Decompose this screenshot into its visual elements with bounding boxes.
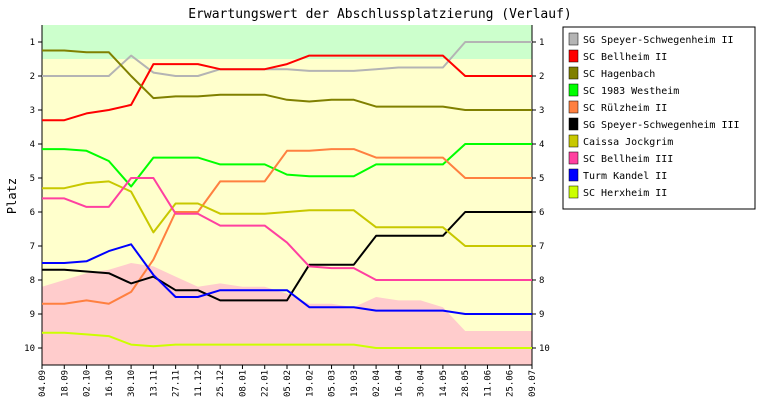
legend-swatch-1 <box>568 49 579 63</box>
y-tick-label-left-7: 7 <box>30 242 35 252</box>
x-tick-label-15: 02.04 <box>372 370 382 397</box>
x-tick-label-12: 19.02 <box>305 370 315 397</box>
legend-swatch-9 <box>568 185 579 199</box>
y-tick-label-right-4: 4 <box>539 140 544 150</box>
y-tick-label-left-5: 5 <box>30 174 35 184</box>
y-tick-label-left-3: 3 <box>30 106 35 116</box>
x-tick-label-9: 08.01 <box>238 370 248 397</box>
y-tick-label-left-2: 2 <box>30 72 35 82</box>
series-line-0 <box>42 41 532 77</box>
x-tick-label-22: 09.07 <box>528 370 538 397</box>
y-tick-label-right-6: 6 <box>539 208 544 218</box>
x-tick-label-5: 13.11 <box>149 370 159 397</box>
y-tick-label-right-2: 2 <box>539 72 544 82</box>
legend-label-9: SC Herxheim II <box>583 188 667 199</box>
series-line-2 <box>42 49 532 111</box>
series-line-4 <box>42 148 532 305</box>
legend-swatch-0 <box>568 32 579 46</box>
x-tick-label-10: 22.01 <box>261 370 271 397</box>
legend-label-3: SC 1983 Westheim <box>583 86 679 97</box>
x-tick-label-4: 30.10 <box>127 370 137 397</box>
series-line-5 <box>42 211 532 302</box>
y-tick-label-left-9: 9 <box>30 310 35 320</box>
x-tick-label-14: 19.03 <box>350 370 360 397</box>
legend-swatch-7 <box>568 151 579 165</box>
y-tick-label-right-8: 8 <box>539 276 544 286</box>
x-tick-label-7: 11.12 <box>194 370 204 397</box>
y-tick-label-right-7: 7 <box>539 242 544 252</box>
y-axis-label: Platz <box>5 178 19 214</box>
x-tick-label-21: 25.06 <box>506 370 516 397</box>
legend-swatch-5 <box>568 117 579 131</box>
legend-swatch-6 <box>568 134 579 148</box>
legend-label-5: SG Speyer-Schwegenheim III <box>583 120 740 131</box>
x-tick-label-16: 16.04 <box>394 370 404 397</box>
legend-box <box>562 26 756 210</box>
series-line-9 <box>42 331 532 349</box>
x-tick-label-0: 04.09 <box>38 370 48 397</box>
series-line-3 <box>42 143 532 188</box>
legend-label-4: SC Rülzheim II <box>583 103 667 114</box>
legend-label-6: Caissa Jockgrim <box>583 137 673 148</box>
y-tick-label-right-9: 9 <box>539 310 544 320</box>
y-tick-label-left-6: 6 <box>30 208 35 218</box>
series-line-8 <box>42 243 532 315</box>
legend-label-0: SG Speyer-Schwegenheim II <box>583 35 734 46</box>
x-tick-label-18: 14.05 <box>439 370 449 397</box>
y-tick-label-right-3: 3 <box>539 106 544 116</box>
x-tick-label-1: 18.09 <box>60 370 70 397</box>
legend-label-2: SC Hagenbach <box>583 69 655 80</box>
y-tick-label-left-8: 8 <box>30 276 35 286</box>
zone-band-0 <box>42 25 532 59</box>
chart-title: Erwartungswert der Abschlussplatzierung … <box>188 7 572 22</box>
legend-swatch-2 <box>568 66 579 80</box>
x-tick-label-13: 05.03 <box>328 370 338 397</box>
bottom-area <box>42 263 532 365</box>
legend-label-1: SC Bellheim II <box>583 52 667 63</box>
x-tick-label-17: 30.04 <box>417 370 427 397</box>
x-tick-label-2: 02.10 <box>83 370 93 397</box>
series-line-1 <box>42 54 532 122</box>
plot-area: 1 1 2 2 3 3 4 4 5 5 6 6 7 7 8 8 9 9 10 10 04.09 18.09 02.10 16.… <box>24 25 550 397</box>
y-tick-label-right-5: 5 <box>539 174 544 184</box>
legend-label-7: SC Bellheim III <box>583 154 673 165</box>
legend-swatch-8 <box>568 168 579 182</box>
legend: SG Speyer-Schwegenheim II SC Bellheim II S… <box>562 26 756 210</box>
y-tick-label-left-10: 10 <box>24 344 35 354</box>
y-tick-label-left-1: 1 <box>30 38 35 48</box>
x-tick-label-8: 25.12 <box>216 370 226 397</box>
y-tick-label-right-1: 1 <box>539 38 544 48</box>
series-line-7 <box>42 177 532 281</box>
legend-swatch-3 <box>568 83 579 97</box>
legend-label-8: Turm Kandel II <box>583 171 667 182</box>
x-tick-label-19: 28.05 <box>461 370 471 397</box>
x-tick-label-20: 11.06 <box>483 370 493 397</box>
x-tick-label-11: 05.02 <box>283 370 293 397</box>
legend-swatch-4 <box>568 100 579 114</box>
y-tick-label-left-4: 4 <box>30 140 35 150</box>
x-tick-label-6: 27.11 <box>172 370 182 397</box>
y-tick-label-right-10: 10 <box>539 344 550 354</box>
x-tick-label-3: 16.10 <box>105 370 115 397</box>
